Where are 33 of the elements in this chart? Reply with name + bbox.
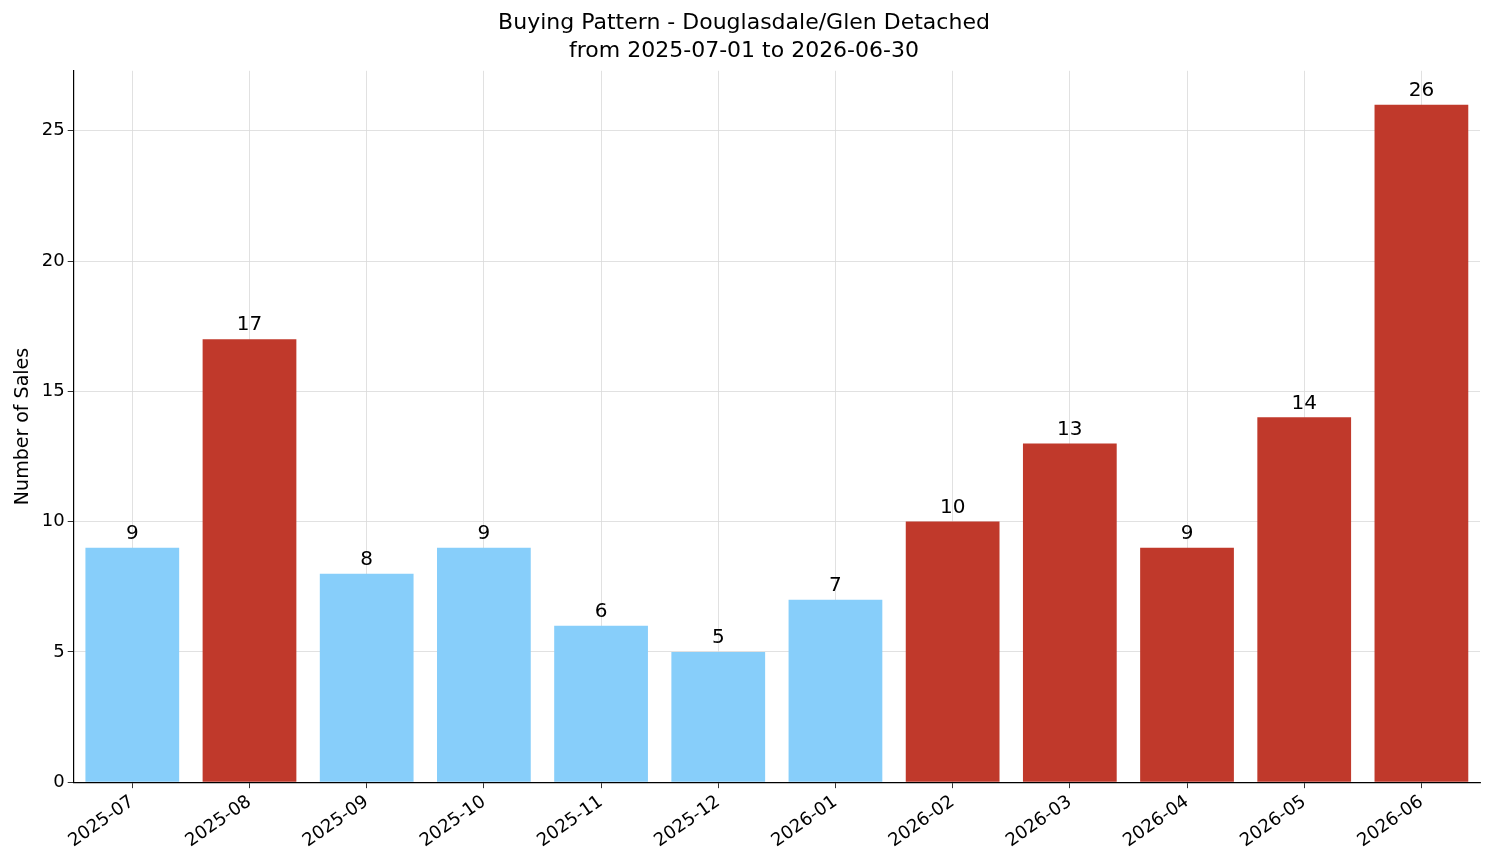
bar [1140, 547, 1234, 782]
data-label: 8 [360, 545, 374, 570]
data-label: 14 [1291, 389, 1317, 414]
data-label: 17 [236, 311, 263, 336]
y-tick-label: 15 [41, 378, 65, 400]
y-tick-label: 25 [41, 118, 65, 140]
y-tick-label: 20 [41, 248, 65, 270]
bar [554, 625, 648, 782]
y-tick-label: 5 [53, 639, 65, 661]
data-label: 26 [1408, 76, 1435, 101]
y-tick-label: 0 [53, 769, 65, 791]
bar [319, 573, 414, 782]
data-label: 9 [125, 519, 139, 544]
bar [671, 651, 766, 782]
data-label: 6 [594, 598, 608, 623]
bar [1374, 104, 1469, 782]
data-label: 10 [939, 493, 966, 518]
data-label: 13 [1057, 415, 1083, 440]
data-label: 9 [477, 519, 491, 544]
chart-title: Buying Pattern - Douglasdale/Glen Detached [498, 8, 990, 34]
y-axis-title: Number of Sales [10, 347, 33, 506]
bar [437, 547, 531, 782]
bar [1022, 443, 1117, 782]
bar [788, 599, 883, 782]
bar [1257, 417, 1352, 782]
bar [85, 547, 180, 782]
chart-subtitle: from 2025-07-01 to 2026-06-30 [569, 37, 919, 63]
data-label: 5 [711, 624, 725, 649]
y-tick-label: 10 [41, 509, 65, 531]
bar [202, 339, 297, 782]
data-label: 9 [1180, 519, 1194, 544]
bar [905, 521, 1000, 782]
data-label: 7 [829, 571, 842, 596]
